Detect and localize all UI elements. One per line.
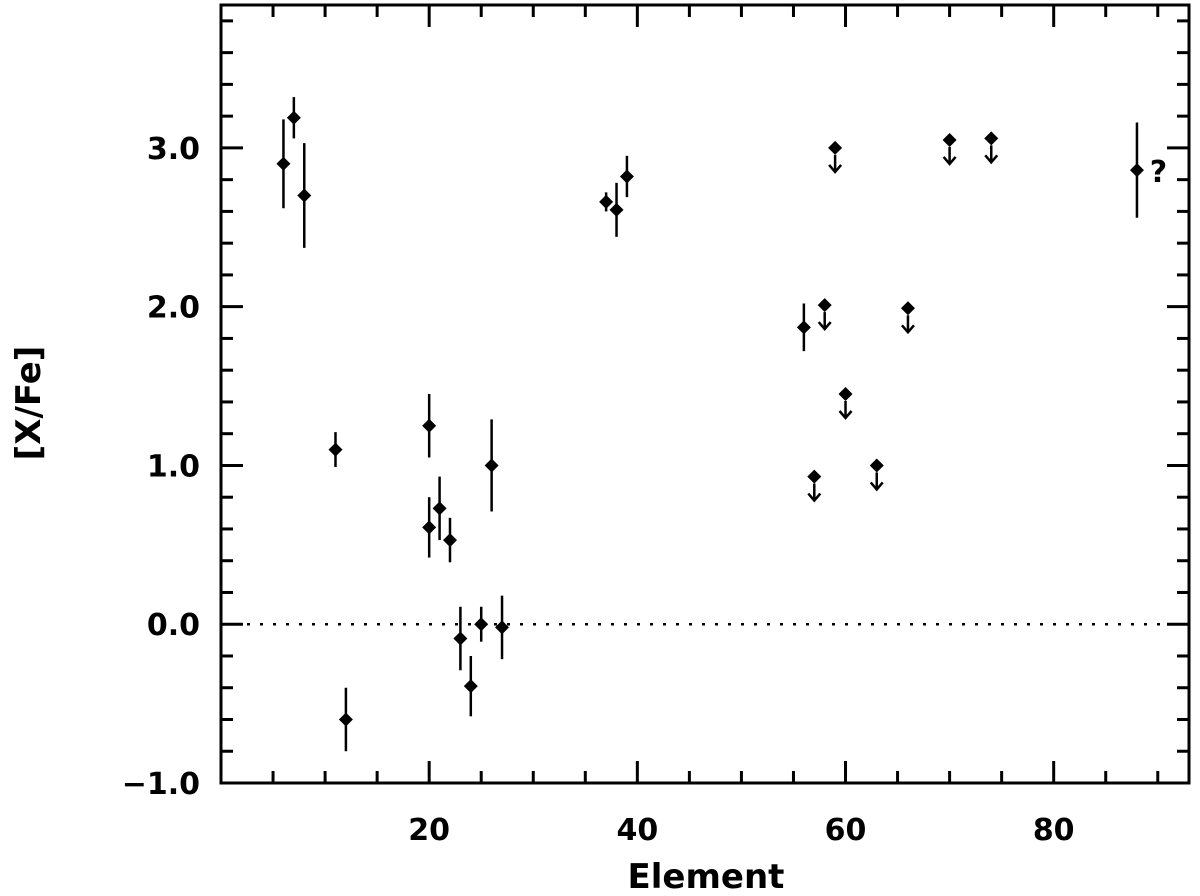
x-tick-label: 80 (1033, 813, 1075, 848)
data-point-marker (495, 620, 510, 635)
data-point-marker (900, 301, 915, 316)
tick-labels: 20 40 60 80 −1.0 0.0 1.0 2.0 3.0 (122, 132, 1075, 848)
data-point-marker (869, 458, 884, 473)
data-point-marker (422, 418, 437, 433)
y-tick-label: −1.0 (122, 767, 200, 802)
x-tick-label: 60 (825, 813, 867, 848)
data-point-marker (942, 132, 957, 147)
data-point-marker (599, 194, 614, 209)
data-point-marker (442, 533, 457, 548)
data-point-marker (484, 458, 499, 473)
y-tick-label: 2.0 (147, 291, 200, 326)
data-point-marker (984, 131, 999, 146)
data-point-marker (276, 156, 291, 171)
y-tick-label: 0.0 (147, 608, 200, 643)
upper-limit-arrowhead (807, 492, 822, 503)
upper-limit-arrowhead (817, 321, 832, 332)
data-point-marker (828, 140, 843, 155)
data-point-marker (474, 617, 489, 632)
y-axis-label: [X/Fe] (9, 346, 49, 461)
x-tick-label: 20 (408, 813, 450, 848)
data-point-marker (422, 520, 437, 535)
annotation-question-mark: ? (1150, 155, 1167, 190)
upper-limit-arrowhead (901, 324, 915, 335)
y-tick-label: 1.0 (147, 449, 200, 484)
data-point-marker (807, 469, 822, 484)
data-point-marker (286, 110, 301, 125)
data-point-marker (328, 442, 343, 457)
data-point-marker (1129, 163, 1144, 178)
data-point-marker (838, 387, 853, 401)
data-point-marker (609, 202, 624, 217)
y-tick-label: 3.0 (147, 132, 200, 167)
upper-limit-arrowhead (828, 164, 843, 174)
data-point-marker (453, 631, 468, 646)
data-points: ? (276, 97, 1167, 752)
upper-limit-arrowhead (869, 481, 884, 492)
upper-limit-arrowhead (984, 154, 999, 165)
plot-border (219, 3, 1191, 785)
data-point-marker (297, 188, 312, 203)
axis-ticks (221, 5, 1189, 785)
plot-frame (219, 3, 1191, 785)
data-point-marker (338, 712, 353, 727)
data-point-marker (796, 320, 811, 335)
data-point-marker (432, 501, 447, 516)
upper-limit-arrowhead (838, 410, 853, 420)
upper-limit-arrowhead (942, 156, 957, 166)
data-point-marker (817, 298, 832, 313)
x-tick-label: 40 (616, 813, 658, 848)
data-point-marker (619, 169, 634, 184)
x-axis-label: Element (628, 857, 785, 896)
data-point-marker (463, 679, 478, 694)
